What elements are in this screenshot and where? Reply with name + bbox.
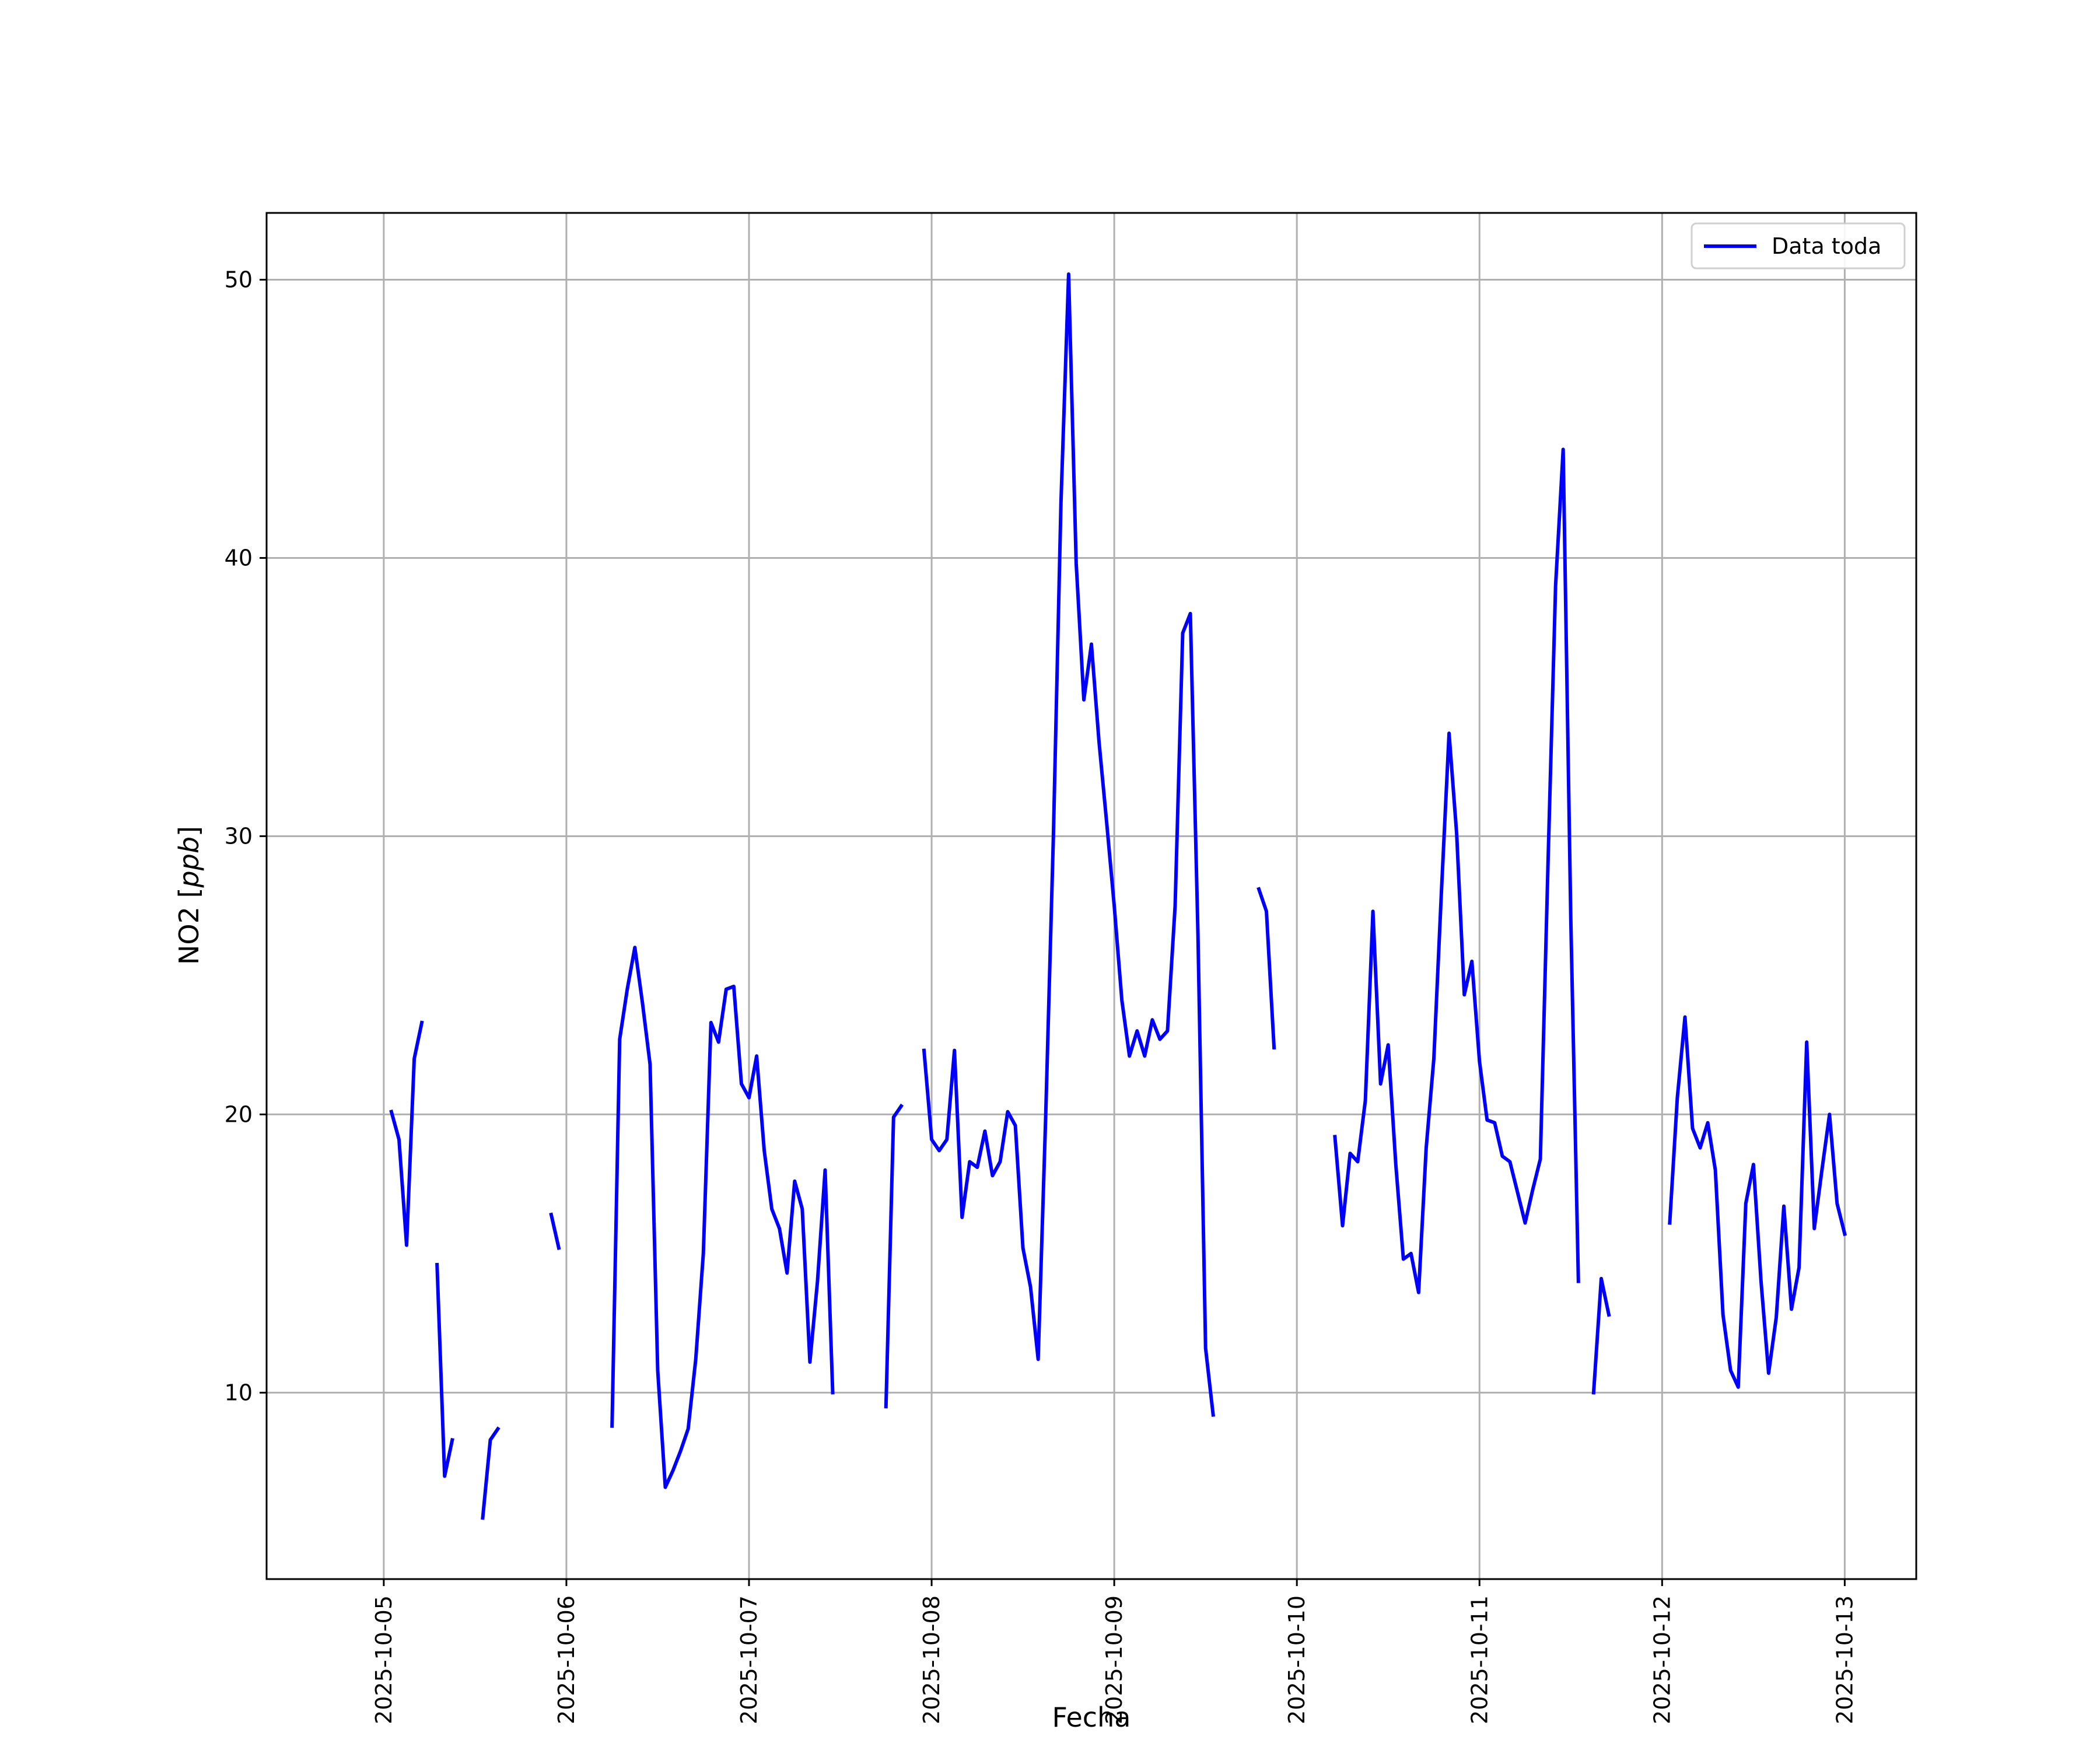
series-line-segment [1591, 1276, 1611, 1395]
x-tick-label: 2025-10-12 [1649, 1595, 1675, 1724]
x-tick-label: 2025-10-07 [736, 1595, 762, 1724]
series-line-segment [1256, 887, 1276, 1050]
x-tick-label: 2025-10-06 [554, 1595, 579, 1724]
plot-frame [265, 212, 1917, 1580]
legend-box [1690, 222, 1906, 270]
series-line-segment [435, 1262, 454, 1478]
y-tick-label: 50 [225, 267, 253, 292]
y-axis-title: NO2 [ppb] [173, 826, 205, 965]
x-tick-label: 2025-10-11 [1466, 1595, 1492, 1724]
x-axis: 2025-10-05 2025-10-06 2025-10-07 2025-10-08… [371, 1579, 1857, 1724]
series-layer [389, 272, 1847, 1520]
y-tick-label: 20 [225, 1101, 253, 1127]
series-line-segment [884, 1103, 904, 1409]
y-tick-label: 40 [225, 545, 253, 570]
y-tick-label: 10 [225, 1380, 253, 1405]
grid [267, 213, 1916, 1579]
legend-label: Data toda [1772, 233, 1881, 259]
x-tick-label: 2025-10-13 [1832, 1595, 1857, 1724]
x-axis-title: Fecha [1052, 1702, 1131, 1733]
series-line-segment [1668, 1015, 1847, 1389]
y-axis: 10 20 30 40 50 [225, 267, 267, 1405]
x-tick-label: 2025-10-08 [919, 1595, 944, 1724]
series-line-segment [549, 1212, 561, 1250]
x-tick-label: 2025-10-10 [1284, 1595, 1310, 1724]
y-axis-title-unit: ppb [173, 836, 205, 888]
series-line-segment [610, 946, 835, 1489]
series-line-segment [922, 272, 1216, 1417]
y-axis-title-main: NO2 [ [173, 888, 205, 965]
x-tick-label: 2025-10-09 [1101, 1595, 1127, 1724]
series-line-segment [481, 1426, 501, 1520]
series-line-segment [389, 1020, 424, 1247]
plot-area-background [267, 213, 1916, 1579]
x-tick-label: 2025-10-05 [371, 1595, 397, 1724]
y-tick-label: 30 [225, 823, 253, 849]
y-axis-title-close: ] [173, 826, 205, 836]
series-line-segment [1333, 447, 1580, 1294]
legend: Data toda [1690, 222, 1906, 270]
